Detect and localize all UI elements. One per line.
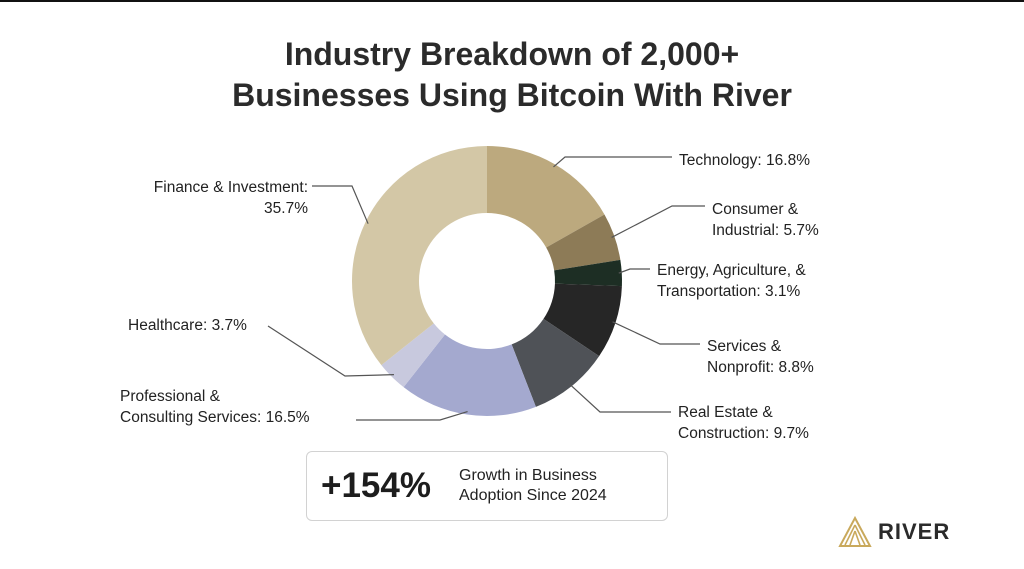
- title-line-1: Industry Breakdown of 2,000+: [284, 36, 740, 72]
- leader-professional-consulting-services: [356, 410, 468, 421]
- label-services-line-1: Services &: [707, 338, 782, 355]
- slice-healthcare: [381, 323, 445, 388]
- slice-real-estate-construction: [511, 318, 600, 407]
- growth-callout: +154% Growth in Business Adoption Since …: [306, 451, 668, 521]
- leader-healthcare: [267, 325, 394, 377]
- label-finance-line-2: 35.7%: [264, 200, 308, 217]
- leader-real-estate-construction: [569, 383, 671, 413]
- label-technology: Technology: 16.8%: [679, 150, 810, 171]
- growth-desc-line-2: Adoption Since 2024: [459, 487, 607, 504]
- label-energy: Energy, Agriculture, & Transportation: 3…: [657, 260, 806, 302]
- growth-desc-line-1: Growth in Business: [459, 467, 597, 484]
- top-border: [0, 0, 1024, 2]
- label-healthcare: Healthcare: 3.7%: [128, 315, 247, 336]
- label-real-estate-line-2: Construction: 9.7%: [678, 425, 809, 442]
- label-consumer-line-1: Consumer &: [712, 201, 799, 218]
- growth-value: +154%: [321, 466, 431, 505]
- label-real-estate: Real Estate & Construction: 9.7%: [678, 402, 809, 444]
- label-finance: Finance & Investment: 35.7%: [108, 177, 308, 219]
- slice-technology: [487, 146, 605, 248]
- label-professional-line-1: Professional &: [120, 388, 220, 405]
- label-services: Services & Nonprofit: 8.8%: [707, 336, 814, 378]
- donut-slices: [351, 146, 622, 416]
- leader-technology: [553, 156, 672, 168]
- title-line-2: Businesses Using Bitcoin With River: [232, 77, 792, 113]
- label-energy-line-2: Transportation: 3.1%: [657, 283, 801, 300]
- label-services-line-2: Nonprofit: 8.8%: [707, 359, 814, 376]
- label-technology-line-1: Technology: 16.8%: [679, 152, 810, 169]
- river-wordmark: RIVER: [878, 519, 951, 544]
- slice-professional-consulting-services: [403, 334, 536, 416]
- leader-services-nonprofit: [612, 321, 700, 345]
- leader-finance-investment: [312, 185, 369, 224]
- growth-description: Growth in Business Adoption Since 2024: [459, 466, 607, 506]
- label-professional-line-2: Consulting Services: 16.5%: [120, 409, 310, 426]
- leader-lines: [267, 156, 705, 421]
- leader-consumer-industrial: [611, 205, 705, 238]
- slice-services-nonprofit: [543, 283, 622, 357]
- slice-consumer-industrial: [546, 214, 621, 271]
- slice-finance-investment: [351, 146, 487, 366]
- label-professional: Professional & Consulting Services: 16.5…: [120, 386, 310, 428]
- chart-title: Industry Breakdown of 2,000+ Businesses …: [0, 34, 1024, 116]
- leader-energy-agriculture-transportation: [618, 268, 650, 274]
- label-consumer-line-2: Industrial: 5.7%: [712, 222, 819, 239]
- river-logo-icon: [838, 516, 872, 547]
- label-finance-line-1: Finance & Investment:: [153, 179, 308, 196]
- label-energy-line-1: Energy, Agriculture, &: [657, 262, 806, 279]
- slice-energy-agriculture-transportation: [554, 259, 622, 287]
- river-brand: RIVER: [838, 515, 950, 549]
- label-healthcare-line-1: Healthcare: 3.7%: [128, 317, 247, 334]
- label-consumer-industrial: Consumer & Industrial: 5.7%: [712, 199, 819, 241]
- label-real-estate-line-1: Real Estate &: [678, 404, 773, 421]
